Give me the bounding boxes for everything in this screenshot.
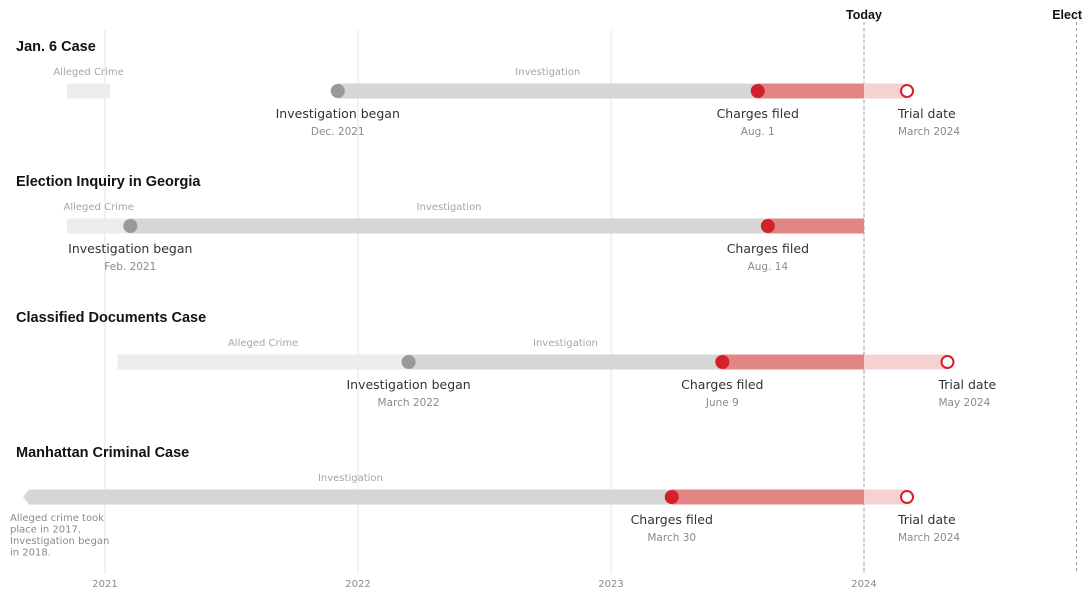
trial-date-value: May 2024 [938, 397, 990, 409]
charges-filed-dot [750, 84, 765, 98]
awaiting-trial-bar [864, 83, 908, 99]
investigation-began-label: Investigation began [276, 106, 400, 121]
investigation-label: Investigation [318, 473, 383, 484]
case-title: Classified Documents Case [16, 310, 206, 326]
charges-filed-date: Aug. 14 [748, 261, 789, 273]
charged-bar [767, 218, 864, 234]
alleged-crime-label: Alleged Crime [228, 338, 298, 349]
awaiting-trial-bar [864, 354, 948, 370]
charges-filed-dot [760, 219, 775, 233]
investigation-bar [408, 354, 723, 370]
investigation-began-label: Investigation began [346, 377, 470, 392]
year-tick-label: 2022 [345, 579, 370, 590]
investigation-bar [29, 489, 672, 505]
investigation-bar [337, 83, 758, 99]
charged-bar [671, 489, 864, 505]
investigation-began-dot [401, 355, 416, 369]
case-title: Election Inquiry in Georgia [16, 174, 201, 190]
investigation-label: Investigation [417, 202, 482, 213]
trial-date-label: Trial date [937, 377, 996, 392]
charges-filed-label: Charges filed [681, 377, 763, 392]
awaiting-trial-bar [864, 489, 908, 505]
year-tick-label: 2023 [598, 579, 623, 590]
trial-date-label: Trial date [897, 512, 956, 527]
charges-filed-date: June 9 [705, 397, 739, 409]
case-note-line: Alleged crime took [10, 513, 104, 524]
trial-date-value: March 2024 [898, 532, 960, 544]
alleged-crime-bar [67, 83, 111, 99]
case-title: Manhattan Criminal Case [16, 445, 189, 461]
trial-date-dot [900, 490, 915, 504]
charges-filed-label: Charges filed [727, 241, 809, 256]
trial-date-value: March 2024 [898, 126, 960, 138]
alleged-crime-bar [117, 354, 409, 370]
investigation-label: Investigation [515, 67, 580, 78]
charges-filed-dot [664, 490, 679, 504]
alleged-crime-bar [67, 218, 131, 234]
case-note-line: Investigation began [10, 536, 109, 547]
investigation-bar [130, 218, 768, 234]
trial-date-dot [900, 84, 915, 98]
charges-filed-dot [715, 355, 730, 369]
case-title: Jan. 6 Case [16, 39, 96, 55]
charges-filed-date: March 30 [647, 532, 696, 544]
investigation-began-dot [330, 84, 345, 98]
investigation-began-date: March 2022 [378, 397, 440, 409]
charged-bar [722, 354, 864, 370]
investigation-label: Investigation [533, 338, 598, 349]
investigation-arrow-icon [23, 489, 30, 505]
reference-label-today: Today [846, 8, 882, 22]
charged-bar [757, 83, 864, 99]
reference-label-election: Election [1052, 8, 1083, 22]
year-tick-label: 2024 [851, 579, 876, 590]
trial-date-label: Trial date [897, 106, 956, 121]
alleged-crime-label: Alleged Crime [64, 202, 134, 213]
investigation-began-date: Feb. 2021 [104, 261, 156, 273]
alleged-crime-label: Alleged Crime [53, 67, 123, 78]
case-note-line: in 2018. [10, 548, 51, 559]
trial-date-dot [940, 355, 955, 369]
case-note-line: place in 2017. [10, 525, 81, 536]
investigation-began-label: Investigation began [68, 241, 192, 256]
investigation-began-date: Dec. 2021 [311, 126, 365, 138]
charges-filed-label: Charges filed [631, 512, 713, 527]
investigation-began-dot [123, 219, 138, 233]
charges-filed-date: Aug. 1 [741, 126, 775, 138]
year-tick-label: 2021 [92, 579, 117, 590]
charges-filed-label: Charges filed [717, 106, 799, 121]
